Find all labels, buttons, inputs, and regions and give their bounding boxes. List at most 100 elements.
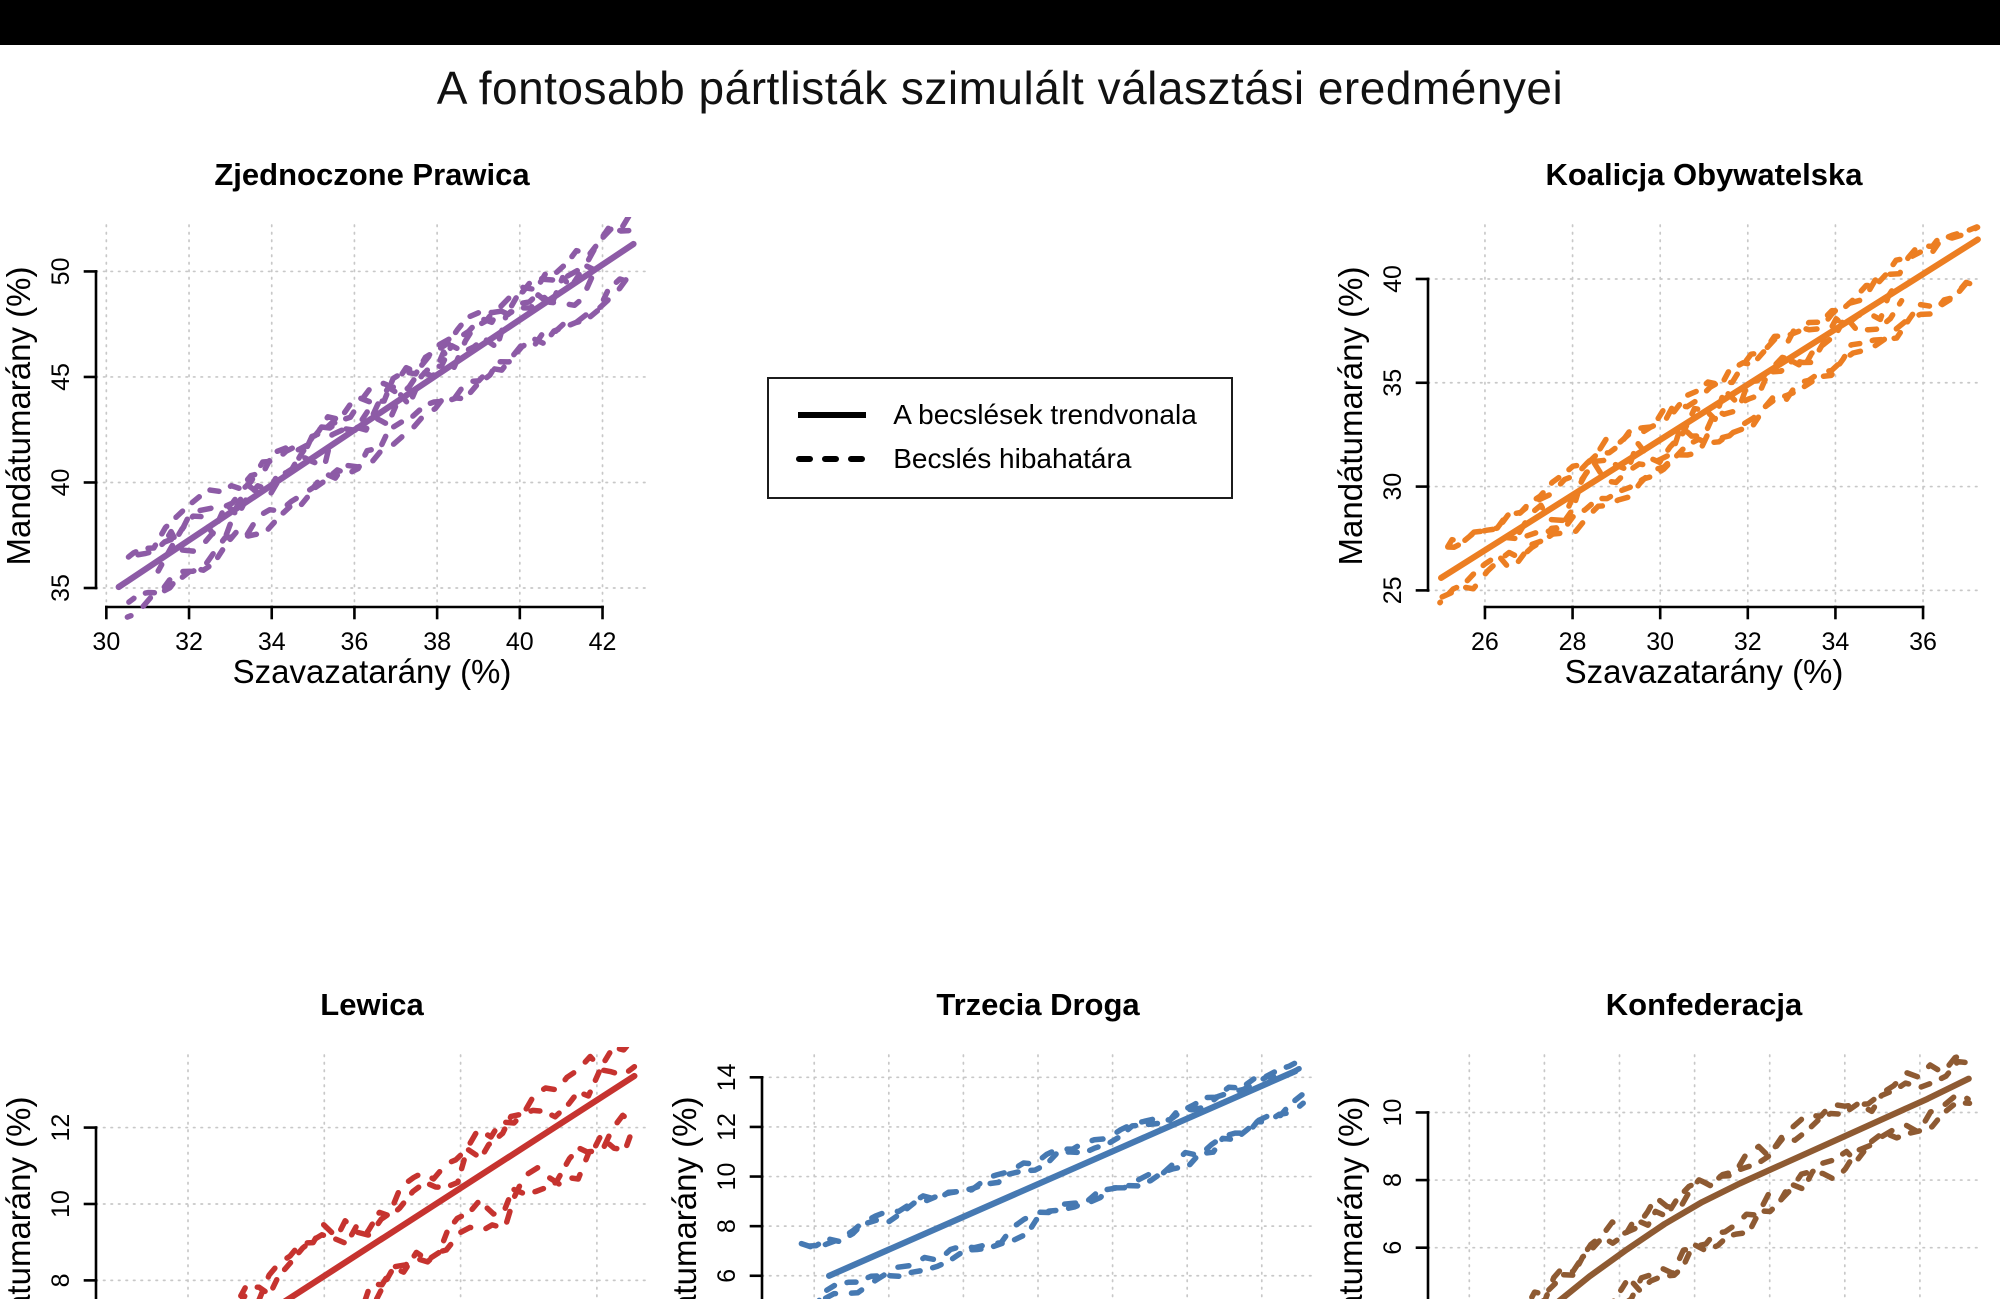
koalicja-obywatelska-plot: 26 28 30 32 34 36 25 30 35 40 Koalicja Obywatelska… — [1336, 157, 1981, 690]
tick-labels: 30 32 34 36 38 40 42 35 40 45 50 — [47, 258, 616, 656]
svg-text:40: 40 — [1379, 265, 1407, 293]
gridlines — [1427, 1054, 1981, 1299]
axes — [1415, 1111, 1430, 1299]
error-bound-upper — [1527, 1058, 1972, 1299]
svg-text:30: 30 — [92, 628, 120, 656]
svg-text:34: 34 — [1822, 628, 1850, 656]
svg-text:30: 30 — [1646, 628, 1674, 656]
chart-cell-konfederacja: 6789101112246810KonfederacjaSzavazatarán… — [1333, 955, 1999, 1299]
svg-text:8: 8 — [47, 1273, 75, 1287]
axes — [83, 270, 604, 620]
svg-text:50: 50 — [47, 258, 75, 286]
error-bound-lower — [124, 269, 635, 620]
chart-cell-lewica: 8101214681012LewicaSzavazatarány (%)Mand… — [1, 955, 667, 1299]
error-bound-upper — [798, 1063, 1307, 1252]
error-bound-upper — [1438, 224, 1980, 561]
series — [1437, 224, 1981, 606]
error-bound-upper — [239, 1053, 638, 1299]
svg-text:40: 40 — [506, 628, 534, 656]
svg-text:26: 26 — [1471, 628, 1499, 656]
chart-cell-trzecia-droga: 89101112131402468101214Trzecia DrogaSzav… — [667, 955, 1333, 1299]
tick-labels: 8101214681012 — [47, 1114, 75, 1288]
error-bound-lower — [126, 276, 634, 605]
svg-text:30: 30 — [1379, 473, 1407, 501]
y-axis-label: Mandátumarány (%) — [4, 267, 37, 566]
error-bound-upper — [1437, 224, 1981, 550]
svg-text:6: 6 — [713, 1269, 741, 1283]
legend-item-bound: Becslés hibahatára — [795, 443, 1197, 475]
svg-text:28: 28 — [1559, 628, 1587, 656]
legend-label-trend: A becslések trendvonala — [893, 399, 1197, 430]
svg-text:45: 45 — [47, 363, 75, 391]
svg-text:36: 36 — [341, 628, 369, 656]
konfederacja-plot: 6789101112246810KonfederacjaSzavazatarán… — [1336, 987, 1981, 1299]
top-black-bar — [0, 0, 2000, 45]
chart-title: Trzecia Droga — [936, 987, 1140, 1022]
svg-text:8: 8 — [713, 1219, 741, 1233]
legend-label-bound: Becslés hibahatára — [893, 443, 1132, 474]
series — [1527, 1051, 1973, 1299]
axes — [749, 1076, 764, 1299]
svg-text:35: 35 — [1379, 369, 1407, 397]
error-bound-lower — [373, 1124, 637, 1299]
error-bound-lower — [362, 1112, 639, 1299]
trzecia-droga-plot: 89101112131402468101214Trzecia DrogaSzav… — [670, 987, 1315, 1299]
error-bound-lower — [816, 1090, 1307, 1299]
error-bound-upper — [119, 217, 632, 559]
gridlines — [761, 1054, 1315, 1299]
axes — [1415, 277, 1925, 620]
error-bound-lower — [1626, 1090, 1971, 1299]
svg-text:10: 10 — [1379, 1099, 1407, 1127]
chart-title: Konfederacja — [1606, 987, 1803, 1022]
svg-text:6: 6 — [1379, 1241, 1407, 1255]
series — [115, 217, 637, 620]
charts-grid: 30 32 34 36 38 40 42 35 40 45 50 Zjednoczone Prawic… — [0, 125, 2000, 1299]
tick-labels: 6789101112246810 — [1379, 1099, 1407, 1255]
error-bound-lower — [1439, 279, 1978, 600]
error-scatter — [1504, 297, 1905, 542]
tick-labels: 89101112131402468101214 — [713, 1063, 741, 1283]
dashed-line-sample — [796, 456, 869, 462]
error-bound-upper — [1540, 1051, 1972, 1299]
svg-text:40: 40 — [47, 469, 75, 497]
legend-item-trend: A becslések trendvonala — [795, 399, 1197, 431]
svg-text:12: 12 — [713, 1113, 741, 1141]
trend-line — [282, 1072, 638, 1299]
legend: A becslések trendvonala Becslés hibahatá… — [767, 377, 1233, 499]
trend-line — [826, 1068, 1299, 1279]
y-axis-label: Mandátumarány (%) — [670, 1097, 703, 1299]
svg-text:32: 32 — [1734, 628, 1762, 656]
y-axis-label: Mandátumarány (%) — [1336, 267, 1369, 566]
figure-title: A fontosabb pártlisták szimulált választ… — [436, 62, 1564, 114]
svg-text:10: 10 — [713, 1163, 741, 1191]
x-axis-label: Szavazatarány (%) — [1565, 653, 1844, 690]
error-scatter — [1505, 276, 1903, 542]
error-bound-lower — [1611, 1099, 1973, 1299]
svg-text:12: 12 — [47, 1114, 75, 1142]
error-scatter — [159, 266, 598, 554]
y-axis-label: Mandátumarány (%) — [4, 1097, 37, 1299]
chart-title: Zjednoczone Prawica — [214, 157, 530, 192]
axes — [83, 1126, 98, 1299]
series — [235, 1047, 639, 1299]
svg-text:38: 38 — [423, 628, 451, 656]
gridlines — [95, 224, 649, 608]
gridlines — [95, 1054, 649, 1299]
svg-text:8: 8 — [1379, 1173, 1407, 1187]
svg-text:35: 35 — [47, 574, 75, 602]
svg-text:25: 25 — [1379, 576, 1407, 604]
solid-line-sample — [798, 412, 867, 418]
error-bound-upper — [235, 1047, 630, 1299]
error-bound-lower — [819, 1100, 1306, 1299]
chart-cell-zjednoczone-prawica: 30 32 34 36 38 40 42 35 40 45 50 Zjednoczone Prawic… — [1, 125, 667, 703]
error-bound-lower — [1437, 271, 1977, 606]
svg-text:36: 36 — [1909, 628, 1937, 656]
trend-line — [1556, 1075, 1972, 1299]
x-axis-label: Szavazatarány (%) — [233, 653, 512, 690]
svg-text:34: 34 — [258, 628, 286, 656]
svg-text:32: 32 — [175, 628, 203, 656]
error-scatter — [155, 262, 597, 574]
legend-cell: A becslések trendvonala Becslés hibahatá… — [667, 125, 1333, 955]
zjednoczone-prawica-plot: 30 32 34 36 38 40 42 35 40 45 50 Zjednoczone Prawic… — [4, 157, 649, 690]
lewica-plot: 8101214681012LewicaSzavazatarány (%)Mand… — [4, 987, 649, 1299]
